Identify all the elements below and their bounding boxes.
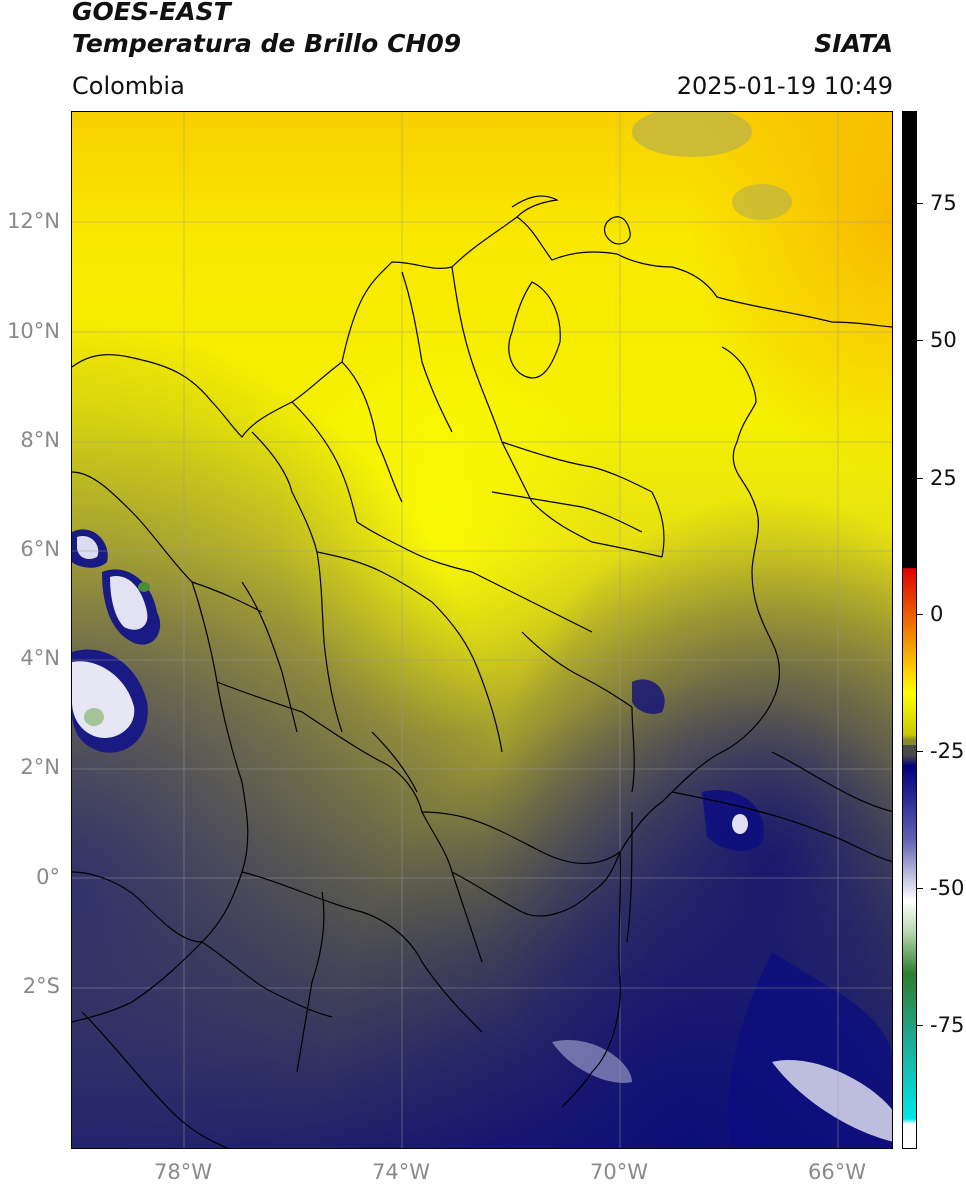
colorbar-tick-label: 75 — [930, 191, 957, 215]
cold-cloud-clusters — [72, 529, 161, 753]
colorbar-tick-label: 50 — [930, 328, 957, 352]
colorbar — [902, 111, 917, 1149]
lat-label: 10°N — [7, 319, 60, 343]
lon-label: 66°W — [808, 1160, 866, 1184]
colorbar-tick-label: 0 — [930, 602, 944, 626]
colorbar-tick-label: -75 — [930, 1013, 965, 1037]
colorbar-tick-label: -50 — [930, 876, 965, 900]
lat-label: 12°N — [7, 209, 60, 233]
lon-label: 78°W — [154, 1160, 212, 1184]
map-canvas — [72, 112, 892, 1148]
title-product: Temperatura de Brillo CH09 — [72, 29, 462, 58]
lat-label: 8°N — [20, 428, 60, 452]
region-label: Colombia — [72, 72, 185, 100]
colorbar-scale — [903, 112, 916, 1148]
datetime-label: 2025-01-19 10:49 — [676, 72, 893, 100]
lon-label: 74°W — [372, 1160, 430, 1184]
lat-label: 2°N — [20, 755, 60, 779]
east-cold-patches — [552, 679, 892, 1148]
political-borders — [72, 195, 892, 1148]
lon-label: 70°W — [590, 1160, 648, 1184]
lat-label: 0° — [36, 865, 60, 889]
lat-label: 4°N — [20, 646, 60, 670]
lat-label: 6°N — [20, 537, 60, 561]
title-satellite: GOES-EAST — [72, 0, 231, 26]
satellite-map — [71, 111, 893, 1149]
colorbar-tick-label: 25 — [930, 466, 957, 490]
brand-label: SIATA — [814, 29, 893, 58]
colorbar-tick-label: -25 — [930, 739, 965, 763]
lat-label: 2°S — [22, 974, 60, 998]
